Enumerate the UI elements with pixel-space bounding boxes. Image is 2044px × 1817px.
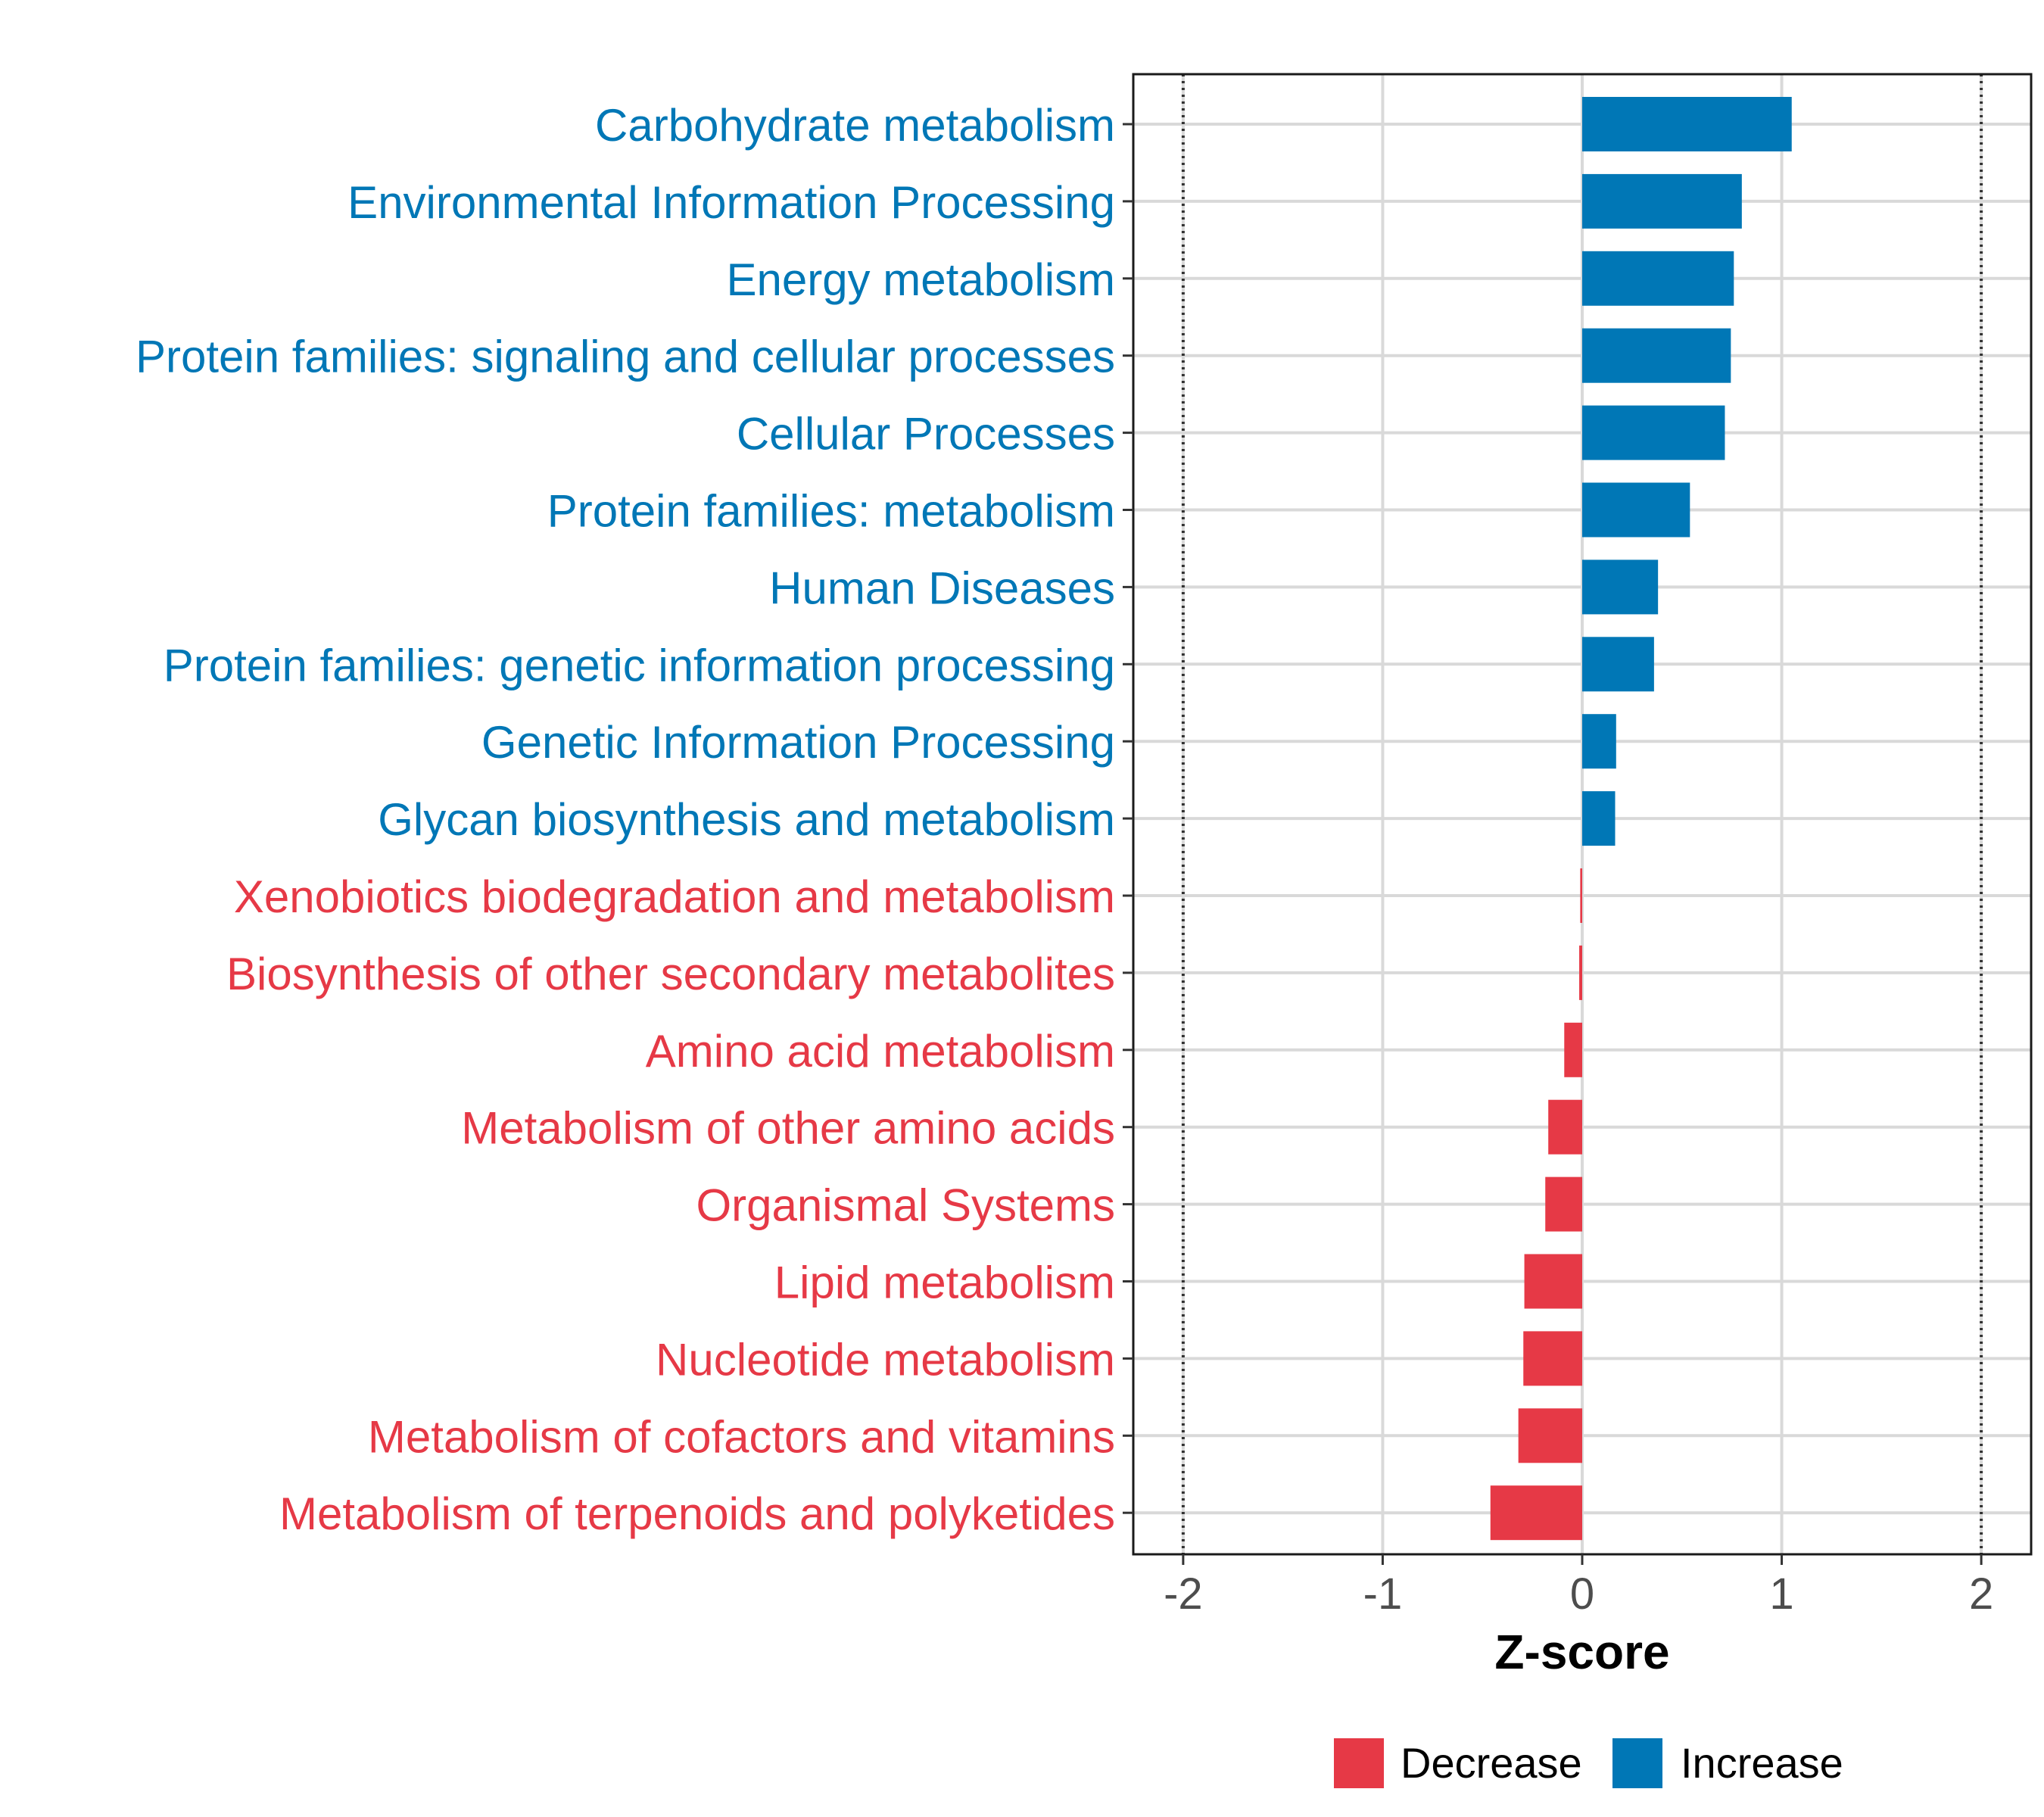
y-axis-labels: Carbohydrate metabolism Environmental Inf… <box>136 100 1133 1539</box>
x-tick-label: 0 <box>1570 1569 1594 1619</box>
legend-label-decrease: Decrease <box>1401 1739 1582 1787</box>
bar <box>1582 637 1654 692</box>
bar <box>1548 1099 1582 1155</box>
x-tick-label: 2 <box>1969 1569 1993 1619</box>
y-tick-label: Metabolism of other amino acids <box>461 1103 1115 1154</box>
y-tick-label: Genetic Information Processing <box>481 717 1115 768</box>
x-tick-label: 1 <box>1769 1569 1793 1619</box>
bar <box>1582 328 1731 383</box>
x-axis-ticks: -2 -1 0 1 2 <box>1164 1554 1993 1619</box>
y-tick-label: Organismal Systems <box>696 1180 1115 1231</box>
reference-lines <box>1181 74 1983 1554</box>
y-tick-label: Amino acid metabolism <box>646 1026 1115 1077</box>
legend: Decrease Increase <box>1334 1738 1843 1788</box>
bar <box>1582 251 1734 306</box>
bar <box>1582 791 1616 846</box>
x-axis-title: Z-score <box>1494 1625 1669 1679</box>
bar <box>1564 1022 1582 1077</box>
bars-layer <box>1490 97 1792 1541</box>
bar <box>1582 714 1616 769</box>
y-tick-label: Nucleotide metabolism <box>656 1334 1115 1385</box>
bar <box>1545 1177 1582 1232</box>
bar <box>1579 945 1582 1000</box>
y-tick-label: Human Diseases <box>769 563 1115 613</box>
x-tick-label: -1 <box>1363 1569 1403 1619</box>
y-tick-label: Metabolism of terpenoids and polyketides <box>279 1488 1115 1539</box>
bar <box>1582 97 1792 151</box>
y-tick-label: Lipid metabolism <box>774 1258 1115 1308</box>
legend-swatch-decrease <box>1334 1738 1384 1788</box>
y-tick-label: Protein families: metabolism <box>547 486 1115 537</box>
bar <box>1582 559 1659 615</box>
legend-label-increase: Increase <box>1681 1739 1843 1787</box>
y-tick-label: Biosynthesis of other secondary metaboli… <box>226 949 1115 999</box>
bar <box>1524 1254 1582 1309</box>
y-tick-label: Glycan biosynthesis and metabolism <box>378 794 1115 845</box>
bar <box>1518 1408 1582 1463</box>
y-tick-label: Environmental Information Processing <box>347 177 1115 228</box>
x-tick-label: -2 <box>1164 1569 1203 1619</box>
bar <box>1523 1331 1582 1386</box>
legend-swatch-increase <box>1612 1738 1662 1788</box>
bar <box>1582 173 1742 229</box>
y-tick-label: Protein families: signaling and cellular… <box>136 332 1115 382</box>
y-tick-label: Xenobiotics biodegradation and metabolis… <box>234 871 1115 922</box>
y-tick-label: Carbohydrate metabolism <box>595 100 1115 151</box>
bar <box>1582 482 1690 538</box>
bar <box>1582 405 1725 460</box>
y-tick-label: Cellular Processes <box>737 409 1115 460</box>
bar <box>1490 1485 1582 1541</box>
y-tick-label: Energy metabolism <box>726 254 1115 305</box>
bar <box>1580 868 1582 923</box>
y-tick-label: Protein families: genetic information pr… <box>164 640 1115 690</box>
y-tick-label: Metabolism of cofactors and vitamins <box>368 1411 1115 1462</box>
